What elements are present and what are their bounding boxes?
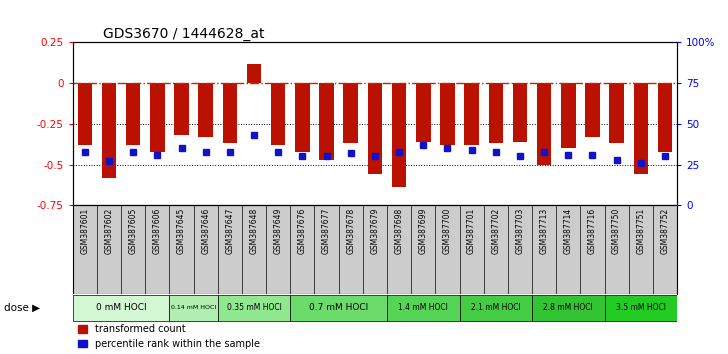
FancyBboxPatch shape (604, 205, 629, 294)
FancyBboxPatch shape (580, 205, 604, 294)
Bar (271, 83, 285, 145)
FancyBboxPatch shape (290, 295, 387, 321)
Text: GSM387605: GSM387605 (129, 208, 138, 255)
Bar (174, 83, 189, 135)
Text: 2.8 mM HOCl: 2.8 mM HOCl (543, 303, 593, 313)
FancyBboxPatch shape (97, 205, 121, 294)
Text: GSM387647: GSM387647 (226, 208, 234, 255)
Bar (368, 83, 382, 175)
FancyBboxPatch shape (604, 295, 677, 321)
Bar (126, 83, 141, 145)
Bar (537, 83, 551, 165)
FancyBboxPatch shape (314, 205, 339, 294)
FancyBboxPatch shape (556, 205, 580, 294)
Text: GSM387700: GSM387700 (443, 208, 452, 255)
Bar (295, 83, 309, 152)
Text: GSM387698: GSM387698 (395, 208, 403, 254)
Bar (633, 83, 648, 175)
Text: GSM387678: GSM387678 (347, 208, 355, 254)
FancyBboxPatch shape (73, 295, 170, 321)
Bar (488, 83, 503, 143)
FancyBboxPatch shape (242, 205, 266, 294)
Text: 0 mM HOCl: 0 mM HOCl (96, 303, 146, 313)
Bar (78, 83, 92, 145)
FancyBboxPatch shape (266, 205, 290, 294)
Text: GSM387679: GSM387679 (371, 208, 379, 255)
Text: GSM387606: GSM387606 (153, 208, 162, 255)
Legend: transformed count, percentile rank within the sample: transformed count, percentile rank withi… (78, 324, 260, 349)
Text: GSM387645: GSM387645 (177, 208, 186, 255)
Text: GSM387716: GSM387716 (588, 208, 597, 254)
Bar (392, 83, 406, 187)
Text: GSM387601: GSM387601 (80, 208, 90, 254)
Bar (561, 83, 576, 148)
Text: 3.5 mM HOCl: 3.5 mM HOCl (616, 303, 666, 313)
FancyBboxPatch shape (532, 295, 604, 321)
Bar (223, 83, 237, 143)
FancyBboxPatch shape (483, 205, 508, 294)
Text: GSM387750: GSM387750 (612, 208, 621, 255)
FancyBboxPatch shape (435, 205, 459, 294)
Text: GSM387702: GSM387702 (491, 208, 500, 254)
Text: 2.1 mM HOCl: 2.1 mM HOCl (471, 303, 521, 313)
FancyBboxPatch shape (218, 205, 242, 294)
FancyBboxPatch shape (532, 205, 556, 294)
Bar (102, 83, 116, 178)
Bar (320, 83, 334, 160)
FancyBboxPatch shape (290, 205, 314, 294)
Text: GSM387602: GSM387602 (105, 208, 114, 254)
Bar (247, 64, 261, 83)
Text: GSM387713: GSM387713 (539, 208, 549, 254)
FancyBboxPatch shape (146, 205, 170, 294)
Text: GSM387646: GSM387646 (201, 208, 210, 255)
Text: GSM387649: GSM387649 (274, 208, 282, 255)
Text: GSM387703: GSM387703 (515, 208, 524, 255)
Bar (464, 83, 479, 145)
Bar (150, 83, 165, 152)
Text: 0.35 mM HOCl: 0.35 mM HOCl (226, 303, 282, 313)
Text: 0.14 mM HOCl: 0.14 mM HOCl (171, 306, 216, 310)
FancyBboxPatch shape (170, 295, 218, 321)
FancyBboxPatch shape (387, 205, 411, 294)
FancyBboxPatch shape (363, 205, 387, 294)
Text: 0.7 mM HOCl: 0.7 mM HOCl (309, 303, 368, 313)
FancyBboxPatch shape (121, 205, 146, 294)
FancyBboxPatch shape (508, 205, 532, 294)
Text: GSM387648: GSM387648 (250, 208, 258, 254)
FancyBboxPatch shape (459, 205, 483, 294)
Bar (416, 83, 430, 142)
Text: 1.4 mM HOCl: 1.4 mM HOCl (398, 303, 448, 313)
Text: GSM387714: GSM387714 (563, 208, 573, 254)
FancyBboxPatch shape (459, 295, 532, 321)
FancyBboxPatch shape (629, 205, 653, 294)
Bar (440, 83, 455, 145)
FancyBboxPatch shape (653, 205, 677, 294)
Bar (344, 83, 358, 143)
Bar (609, 83, 624, 143)
Bar (513, 83, 527, 142)
Bar (585, 83, 600, 137)
Text: dose ▶: dose ▶ (4, 303, 40, 313)
Bar (657, 83, 672, 152)
FancyBboxPatch shape (170, 205, 194, 294)
Text: GSM387701: GSM387701 (467, 208, 476, 254)
FancyBboxPatch shape (73, 205, 97, 294)
Text: GSM387752: GSM387752 (660, 208, 670, 254)
FancyBboxPatch shape (411, 205, 435, 294)
Text: GSM387751: GSM387751 (636, 208, 645, 254)
FancyBboxPatch shape (339, 205, 363, 294)
Text: GDS3670 / 1444628_at: GDS3670 / 1444628_at (103, 28, 264, 41)
FancyBboxPatch shape (218, 295, 290, 321)
Text: GSM387699: GSM387699 (419, 208, 428, 255)
Text: GSM387677: GSM387677 (322, 208, 331, 255)
Bar (199, 83, 213, 137)
FancyBboxPatch shape (387, 295, 459, 321)
Text: GSM387676: GSM387676 (298, 208, 307, 255)
FancyBboxPatch shape (194, 205, 218, 294)
